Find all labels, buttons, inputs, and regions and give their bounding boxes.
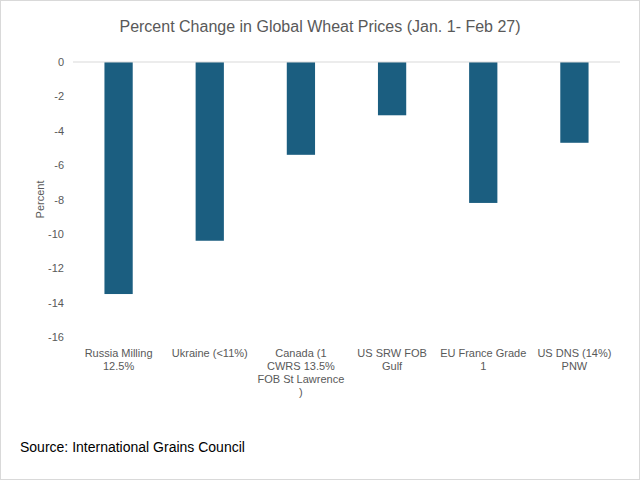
x-tick-label: Canada (1CWRS 13.5%FOB St Lawrence): [258, 347, 345, 398]
chart-container: Percent Change in Global Wheat Prices (J…: [0, 0, 640, 480]
x-tick-label: EU France Grade1: [440, 347, 526, 372]
y-axis-label: Percent: [34, 181, 46, 219]
y-tick-label: -14: [48, 297, 64, 309]
y-tick-label: -10: [48, 228, 64, 240]
y-tick-label: 0: [58, 56, 64, 68]
chart-frame: [1, 1, 640, 480]
x-tick-label: US DNS (14%)PNW: [537, 347, 611, 372]
y-tick-label: -4: [54, 125, 64, 137]
y-tick-label: -12: [48, 262, 64, 274]
bar: [560, 62, 588, 143]
bar: [378, 62, 406, 115]
bar: [469, 62, 497, 203]
bar: [104, 62, 132, 294]
chart: Percent Change in Global Wheat Prices (J…: [0, 0, 640, 480]
y-tick-label: -8: [54, 194, 64, 206]
x-tick-label: US SRW FOBGulf: [357, 347, 426, 372]
y-tick-label: -16: [48, 331, 64, 343]
bar: [196, 62, 224, 241]
source-note: Source: International Grains Council: [20, 439, 245, 455]
bar: [287, 62, 315, 155]
title: Percent Change in Global Wheat Prices (J…: [119, 18, 520, 35]
bars: [104, 62, 588, 294]
x-tick-label: Russia Milling12.5%: [85, 347, 153, 372]
x-tick-label: Ukraine (<11%): [172, 347, 248, 359]
y-tick-label: -6: [54, 159, 64, 171]
x-axis-line: [73, 62, 620, 63]
y-tick-label: -2: [54, 90, 64, 102]
